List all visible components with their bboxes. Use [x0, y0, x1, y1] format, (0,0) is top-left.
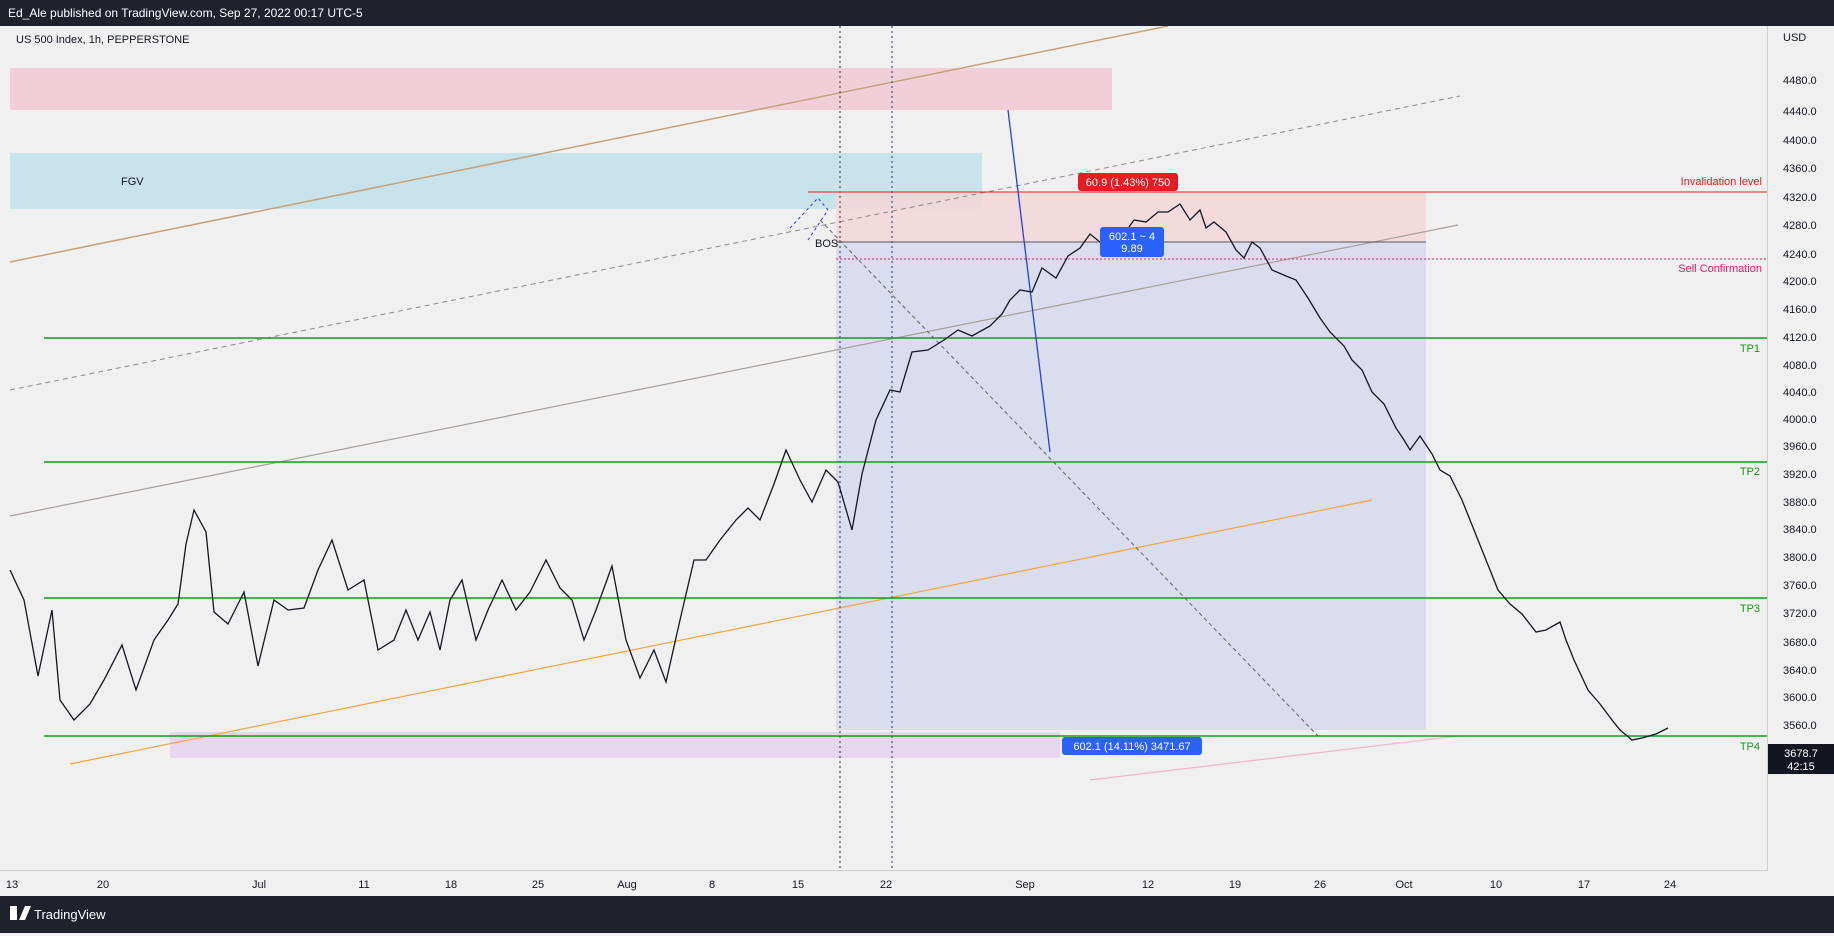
publish-bar: Ed_Ale published on TradingView.com, Sep…	[0, 0, 1834, 26]
mid-box-label-2: 9.89	[1121, 243, 1142, 255]
y-tick-label: 4120.0	[1783, 332, 1817, 344]
x-tick-label: 13	[6, 879, 18, 891]
y-tick-label: 4280.0	[1783, 220, 1817, 232]
y-tick-label: 4040.0	[1783, 387, 1817, 399]
y-tick-label: 3960.0	[1783, 441, 1817, 453]
y-tick-label: 3680.0	[1783, 637, 1817, 649]
x-tick-label: 18	[445, 879, 457, 891]
y-tick-label: 4000.0	[1783, 414, 1817, 426]
gray-dash-projection	[819, 219, 1319, 737]
y-tick-label: 3920.0	[1783, 469, 1817, 481]
y-tick-label: 4320.0	[1783, 192, 1817, 204]
symbol-text: US 500 Index, 1h, PEPPERSTONE	[16, 34, 190, 46]
price-axis[interactable]: USD 4480.0 4440.0 4400.0 4360.0 4320.0 4280.0…	[1767, 26, 1834, 896]
tp4-label: TP4	[1740, 741, 1760, 753]
risk-box-label: 60.9 (1.43%) 750	[1086, 177, 1170, 189]
y-tick-label: 4240.0	[1783, 249, 1817, 261]
channel-lower	[69, 499, 1373, 765]
price-tag-bg	[1768, 744, 1834, 774]
blue-projection	[1007, 109, 1051, 453]
y-tick-label: 3640.0	[1783, 665, 1817, 677]
target-box-label: 602.1 (14.11%) 3471.67	[1073, 741, 1190, 753]
price-tag: 3678.7	[1784, 748, 1818, 760]
chart-area[interactable]: BOS FGV Invalidation level Sell Confirma…	[0, 25, 1834, 896]
bos-label: BOS	[815, 238, 838, 250]
y-tick-label: 3800.0	[1783, 552, 1817, 564]
mid-box-label-bg	[1100, 227, 1164, 257]
x-tick-label: 10	[1490, 879, 1502, 891]
y-tick-label: 4480.0	[1783, 75, 1817, 87]
x-tick-label: Sep	[1015, 879, 1035, 891]
x-tick-label: 22	[880, 879, 892, 891]
tp2-label: TP2	[1740, 466, 1760, 478]
channel-mid	[9, 224, 1459, 517]
time-axis[interactable]: 13 20 Jul 11 18 25 Aug 8 15 22 Sep 12 19 26 Oct 10 17 24	[0, 870, 1768, 897]
y-tick-label: 4360.0	[1783, 163, 1817, 175]
fgv-label: FGV	[121, 176, 144, 188]
y-tick-label: 3560.0	[1783, 720, 1817, 732]
y-tick-label: 3720.0	[1783, 608, 1817, 620]
y-tick-label: 4080.0	[1783, 360, 1817, 372]
target-box-label-bg	[1062, 737, 1202, 755]
price-series	[9, 203, 1669, 741]
symbol-legend: US 500 Index, 1h, PEPPERSTONE	[16, 34, 189, 46]
bos-dashed-triangle	[789, 197, 829, 241]
publish-text: Ed_Ale published on TradingView.com, Sep…	[8, 6, 363, 20]
risk-box-label-bg	[1078, 173, 1178, 191]
x-tick-label: 15	[792, 879, 804, 891]
x-tick-label: Oct	[1395, 879, 1412, 891]
invalidation-label: Invalidation level	[1681, 176, 1762, 188]
sell-confirmation-label: Sell Confirmation	[1678, 263, 1762, 275]
x-tick-label: 26	[1314, 879, 1326, 891]
mid-box-label-1: 602.1 ~ 4	[1109, 231, 1155, 243]
x-tick-label: 17	[1578, 879, 1590, 891]
y-tick-label: 4160.0	[1783, 304, 1817, 316]
tp1-label: TP1	[1740, 343, 1760, 355]
x-tick-label: 11	[358, 879, 369, 891]
x-tick-label: 20	[97, 879, 109, 891]
x-tick-label: 19	[1229, 879, 1241, 891]
x-tick-label: Aug	[617, 879, 637, 891]
y-tick-label: 3880.0	[1783, 497, 1817, 509]
y-tick-label: 4400.0	[1783, 135, 1817, 147]
channel-bottom	[1089, 735, 1459, 781]
bottom-bar: TradingView	[0, 896, 1834, 933]
x-tick-label: 12	[1142, 879, 1154, 891]
x-tick-label: 25	[532, 879, 544, 891]
trade-box	[836, 242, 1426, 730]
channel-upper	[9, 25, 1169, 263]
x-tick-label: 24	[1664, 879, 1676, 891]
tp3-label: TP3	[1740, 603, 1760, 615]
y-tick-label: 3600.0	[1783, 692, 1817, 704]
y-tick-label: 3760.0	[1783, 580, 1817, 592]
x-tick-label: Jul	[252, 879, 266, 891]
currency-label: USD	[1783, 32, 1806, 44]
brand-label: TradingView	[34, 907, 106, 922]
time-tag: 42:15	[1787, 761, 1815, 773]
supply-zone	[10, 68, 1112, 110]
x-tick-group: 13 20 Jul 11 18 25 Aug 8 15 22 Sep 12 19 26 Oct 10 17 24	[6, 879, 1676, 891]
y-tick-group: 4480.0 4440.0 4400.0 4360.0 4320.0 4280.0 4240…	[1783, 75, 1817, 761]
channel-dashed	[9, 95, 1461, 391]
tradingview-logo-icon	[10, 906, 31, 920]
y-tick-label: 3840.0	[1783, 524, 1817, 536]
y-tick-label: 4200.0	[1783, 276, 1817, 288]
y-tick-label: 4440.0	[1783, 106, 1817, 118]
x-tick-label: 8	[709, 879, 715, 891]
